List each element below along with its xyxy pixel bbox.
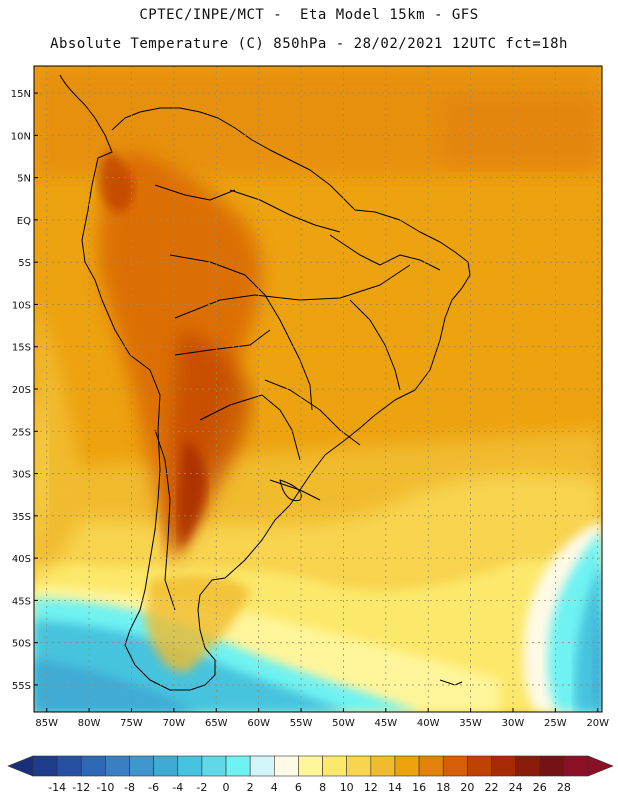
- colorbar-label: -2: [196, 781, 207, 794]
- lat-tick-label: 5S: [18, 258, 31, 269]
- colorbar: [7, 755, 614, 777]
- colorbar-swatch: [346, 755, 372, 777]
- temperature-field: [34, 66, 602, 712]
- lat-tick-label: 50S: [12, 639, 31, 650]
- lat-tick-label: 30S: [12, 470, 31, 481]
- colorbar-swatch: [56, 755, 82, 777]
- lat-tick-label: 15S: [12, 343, 31, 354]
- colorbar-swatch: [80, 755, 106, 777]
- map-title: CPTEC/INPE/MCT - Eta Model 15km - GFS: [139, 7, 479, 23]
- colorbar-label: 20: [460, 781, 474, 794]
- colorbar-labels: -14 -12 -10 -8 -6 -4 -2 0 2 4 6 8 10 12 14 16 18 20 22 24 26…: [48, 781, 571, 794]
- colorbar-label: 12: [364, 781, 378, 794]
- colorbar-label: -6: [148, 781, 159, 794]
- colorbar-label: 6: [295, 781, 302, 794]
- colorbar-label: -14: [48, 781, 66, 794]
- colorbar-swatch: [32, 755, 58, 777]
- colorbar-swatch: [539, 755, 565, 777]
- colorbar-swatch: [322, 755, 347, 777]
- colorbar-swatch: [225, 755, 251, 777]
- lon-tick-label: 55W: [290, 718, 313, 729]
- lat-tick-label: 10N: [11, 131, 31, 142]
- colorbar-swatch: [153, 755, 179, 777]
- colorbar-label: 24: [509, 781, 523, 794]
- colorbar-label: 8: [319, 781, 326, 794]
- lon-tick-label: 65W: [205, 718, 228, 729]
- colorbar-swatch: [177, 755, 203, 777]
- lon-tick-label: 35W: [459, 718, 482, 729]
- colorbar-label: 18: [436, 781, 450, 794]
- colorbar-label: -10: [96, 781, 114, 794]
- lon-tick-label: 50W: [332, 718, 355, 729]
- map-subtitle: Absolute Temperature (C) 850hPa - 28/02/…: [50, 36, 568, 52]
- lat-tick-label: 10S: [12, 300, 31, 311]
- colorbar-swatch: [274, 755, 299, 777]
- colorbar-swatch: [201, 755, 227, 777]
- colorbar-over-arrow: [587, 755, 614, 777]
- colorbar-label: 22: [484, 781, 498, 794]
- colorbar-label: 0: [223, 781, 230, 794]
- coastline: [59, 74, 471, 691]
- colorbar-swatch: [394, 755, 420, 777]
- lon-tick-label: 45W: [375, 718, 398, 729]
- colorbar-swatch: [129, 755, 154, 777]
- lat-tick-label: EQ: [17, 216, 31, 227]
- lat-lon-grid: [34, 66, 602, 712]
- colorbar-label: -12: [72, 781, 90, 794]
- colorbar-swatch: [491, 755, 516, 777]
- lon-tick-label: 60W: [247, 718, 270, 729]
- lat-tick-label: 40S: [12, 554, 31, 565]
- colorbar-label: 16: [412, 781, 426, 794]
- lat-tick-label: 35S: [12, 512, 31, 523]
- colorbar-label: -4: [172, 781, 183, 794]
- colorbar-label: -8: [124, 781, 135, 794]
- lon-tick-label: 80W: [78, 718, 101, 729]
- lon-tick-label: 85W: [35, 718, 58, 729]
- lat-tick-label: 55S: [12, 681, 31, 692]
- lat-tick-label: 15N: [11, 89, 31, 100]
- lon-tick-labels: 85W 80W 75W 70W 65W 60W 55W 50W 45W 40W 35W 30W 25W 2…: [35, 718, 609, 729]
- lon-tick-label: 70W: [163, 718, 186, 729]
- colorbar-swatch: [370, 755, 396, 777]
- colorbar-label: 10: [340, 781, 354, 794]
- lon-tick-label: 40W: [417, 718, 440, 729]
- colorbar-label: 2: [247, 781, 254, 794]
- lat-tick-label: 5N: [17, 174, 31, 185]
- colorbar-swatch: [515, 755, 541, 777]
- lat-tick-label: 45S: [12, 596, 31, 607]
- lon-tick-label: 25W: [544, 718, 567, 729]
- colorbar-label: 4: [271, 781, 278, 794]
- lat-tick-labels: 15N 10N 5N EQ 5S 10S 15S 20S 25S 30S 35S 40S 45S 50S 5…: [11, 89, 31, 692]
- map-frame: [33, 65, 603, 713]
- lat-tick-label: 20S: [12, 385, 31, 396]
- colorbar-label: 28: [557, 781, 571, 794]
- colorbar-label: 26: [533, 781, 547, 794]
- lat-tick-label: 25S: [12, 427, 31, 438]
- colorbar-swatch: [418, 755, 444, 777]
- colorbar-swatch: [467, 755, 492, 777]
- colorbar-swatch: [249, 755, 275, 777]
- colorbar-swatch: [105, 755, 130, 777]
- colorbar-under-arrow: [7, 755, 34, 777]
- lon-tick-label: 30W: [502, 718, 525, 729]
- colorbar-swatch: [442, 755, 468, 777]
- lon-tick-label: 20W: [586, 718, 609, 729]
- colorbar-swatch: [563, 755, 589, 777]
- lon-tick-label: 75W: [120, 718, 143, 729]
- colorbar-label: 14: [388, 781, 402, 794]
- colorbar-swatch: [298, 755, 323, 777]
